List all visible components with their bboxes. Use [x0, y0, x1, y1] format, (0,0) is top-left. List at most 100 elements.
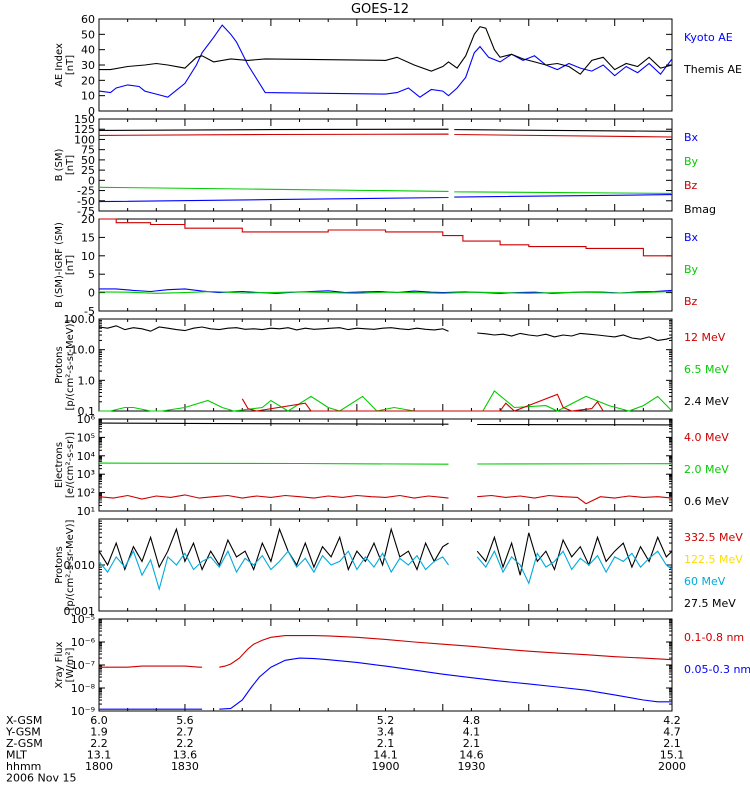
y-tick-label: 10⁴	[77, 450, 96, 463]
ephemeris-value: 1.9	[90, 726, 108, 739]
y-axis-label: Xray Flux	[54, 641, 65, 688]
y-tick-label: 1.0	[78, 374, 96, 387]
y-tick-label: -5	[84, 305, 95, 318]
legend-label: 0.6 MeV	[684, 495, 729, 508]
series-line	[98, 194, 673, 203]
ephemeris-value: 2.1	[663, 737, 681, 750]
y-tick-label: -75	[77, 205, 95, 218]
y-tick-label: 50	[81, 28, 95, 41]
y-axis-label: Electrons	[54, 442, 65, 488]
y-tick-label: 100	[74, 133, 95, 146]
y-axis-label: [nT]	[65, 55, 76, 75]
y-tick-label: -25	[77, 185, 95, 198]
y-tick-label: 10.0	[71, 344, 96, 357]
legend-label: 332.5 MeV	[684, 531, 743, 544]
panel-4: 0.1 1.0 10.0 100.0 Protons [p/(cm²-s-sr-MeV)]…	[54, 313, 729, 418]
ephemeris-row-label: X-GSM	[6, 714, 42, 727]
series-line	[98, 133, 673, 138]
ephemeris-value: 15.1	[660, 749, 685, 762]
y-tick-label: 10⁶	[77, 413, 96, 426]
y-axis-label: B (SM)	[54, 148, 65, 181]
y-tick-label: 50	[81, 154, 95, 167]
ephemeris-value: 5.6	[176, 714, 194, 727]
y-tick-label: 0	[88, 105, 95, 118]
y-axis-label: [p/(cm²-s-sr-MeV)]	[65, 519, 76, 610]
legend-label: 0.1-0.8 nm	[684, 631, 744, 644]
ephemeris-value: 4.1	[463, 726, 481, 739]
ephemeris-row-label: Z-GSM	[6, 737, 43, 750]
series-line	[99, 26, 673, 75]
panel-frame	[98, 18, 673, 112]
legend-label: Bz	[684, 295, 698, 308]
legend-label: Kyoto AE	[684, 31, 733, 44]
y-tick-label: 0.010	[64, 559, 96, 572]
panel-frame	[98, 118, 673, 212]
panel-frame	[98, 518, 673, 612]
legend-label: 60 MeV	[684, 575, 726, 588]
legend-label: Themis AE	[683, 63, 742, 76]
series-line	[99, 390, 673, 412]
ephemeris-value: 4.2	[663, 714, 681, 727]
series-line	[98, 527, 673, 576]
legend-label: By	[684, 155, 699, 168]
panel-1: 0 10 20 30 40 50 60 AE Index [nT] Kyoto AE Themis …	[54, 13, 742, 118]
y-tick-label: 10³	[77, 468, 95, 481]
y-tick-label: 25	[81, 164, 95, 177]
y-tick-label: 0.001	[64, 605, 96, 618]
panel-frame	[98, 318, 673, 412]
ephemeris-value: 2.2	[176, 737, 194, 750]
ephemeris-value: 2.1	[377, 737, 395, 750]
ephemeris-value: 13.1	[87, 749, 112, 762]
legend-label: 12 MeV	[684, 331, 726, 344]
y-tick-label: 10⁻⁹	[71, 705, 95, 718]
date-label: 2006 Nov 15	[6, 772, 76, 785]
legend-label: Bx	[684, 131, 699, 144]
y-axis-label: Protons	[54, 346, 65, 383]
y-tick-label: 0	[88, 287, 95, 300]
legend-label: By	[684, 263, 699, 276]
y-tick-label: 10¹	[77, 505, 95, 518]
ephemeris-value: 5.2	[377, 714, 395, 727]
y-axis-label: [p/(cm²-s-sr-MeV)]	[65, 319, 76, 410]
ephemeris-value: 1830	[171, 760, 199, 773]
y-tick-label: 20	[81, 213, 95, 226]
ephemeris-value: 1800	[85, 760, 113, 773]
panel-3: -5 0 5 10 15 20 B (SM)-IGRF (SM) [nT] Bx By Bz	[54, 213, 699, 318]
panel-frame	[98, 218, 673, 312]
data-gap	[448, 120, 455, 210]
legend-label: Bz	[684, 179, 698, 192]
ephemeris-value: 2.7	[176, 726, 194, 739]
panel-7: 10⁻⁹ 10⁻⁸ 10⁻⁷ 10⁻⁶ 10⁻⁵ Xray Flux [W/m²] 0.1-0…	[54, 613, 750, 718]
y-axis-label: [W/m²]	[65, 647, 76, 682]
y-tick-label: 15	[81, 231, 95, 244]
ephemeris-value: 2.1	[463, 737, 481, 750]
series-line	[98, 549, 673, 592]
y-tick-label: 75	[81, 144, 95, 157]
y-tick-label: 5	[88, 268, 95, 281]
y-tick-label: 150	[74, 113, 95, 126]
series-line	[99, 657, 672, 710]
y-tick-label: 0.1	[78, 405, 96, 418]
y-axis-label: AE Index	[54, 43, 65, 87]
legend-label: Bx	[684, 231, 699, 244]
y-tick-label: 0	[88, 174, 95, 187]
series-line	[98, 325, 673, 341]
y-tick-label: 20	[81, 74, 95, 87]
series-line	[99, 218, 672, 257]
series-line	[98, 290, 673, 294]
y-tick-label: 60	[81, 13, 95, 26]
y-tick-label: 10⁻⁸	[71, 682, 96, 695]
legend-label: 0.05-0.3 nm	[684, 663, 750, 676]
series-line	[98, 422, 673, 426]
series-line	[241, 393, 604, 412]
ephemeris-row-label: MLT	[6, 749, 27, 762]
series-line	[98, 24, 673, 98]
series-line	[98, 128, 673, 132]
ephemeris-value: 13.6	[173, 749, 198, 762]
legend-label: 122.5 MeV	[684, 553, 743, 566]
ephemeris-value: 2.2	[90, 737, 108, 750]
ephemeris-value: 4.7	[663, 726, 681, 739]
